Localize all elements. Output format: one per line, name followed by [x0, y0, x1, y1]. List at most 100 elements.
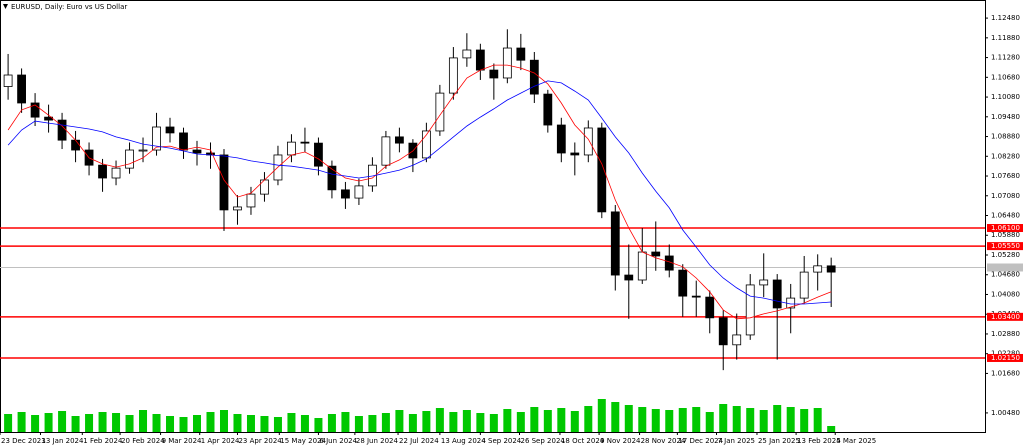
- candle-body: [705, 296, 715, 319]
- volume-bar: [166, 416, 175, 432]
- volume-bar: [476, 413, 485, 432]
- candle-body: [394, 136, 404, 144]
- volume-bar: [44, 413, 53, 432]
- candle-body: [287, 141, 296, 156]
- volume-bar: [746, 408, 755, 432]
- x-tick-label: 9 Nov 2024: [600, 437, 641, 445]
- volume-bar: [395, 410, 404, 432]
- candle-body: [179, 132, 188, 151]
- x-tick-label: 20 Feb 2024: [121, 437, 165, 445]
- candle-body: [30, 102, 40, 118]
- y-tick-label: 1.01680: [991, 369, 1020, 377]
- candle-body: [678, 269, 688, 297]
- y-tick-label: 1.10680: [991, 73, 1020, 81]
- volume-bar: [139, 410, 148, 432]
- volume-bar: [246, 415, 255, 432]
- candle-body: [732, 334, 742, 346]
- volume-bar: [125, 415, 134, 432]
- candle-body: [125, 149, 134, 169]
- candle-body: [448, 57, 458, 94]
- ma-line: [7, 80, 832, 305]
- candle-body: [799, 271, 809, 299]
- level-label: 1.06100: [991, 224, 1020, 232]
- x-tick-label: 23 Dec 2023: [1, 437, 46, 445]
- candle-body: [624, 274, 634, 281]
- volume-bar: [530, 407, 539, 432]
- level-label-box: [987, 242, 1023, 251]
- volume-bar: [193, 415, 201, 432]
- candle-body: [300, 141, 310, 144]
- candle-body: [597, 127, 607, 213]
- x-tick-label: 22 Jul 2024: [399, 437, 439, 445]
- x-tick-label: 15 May 2024: [280, 437, 326, 445]
- volume-bar: [759, 410, 768, 432]
- current-price-box: [987, 263, 1023, 272]
- volume-bar: [584, 406, 593, 432]
- x-tick-label: 18 Oct 2024: [561, 437, 605, 445]
- volume-bar: [31, 415, 40, 432]
- volume-bar: [597, 399, 606, 432]
- volume-bar: [368, 415, 377, 432]
- candle-body: [57, 119, 67, 141]
- candle-body: [421, 130, 431, 159]
- volume-bar: [638, 407, 647, 432]
- candle-body: [111, 167, 121, 179]
- volume-bar: [813, 408, 822, 432]
- candle-body: [165, 126, 175, 134]
- volume-bar: [489, 414, 498, 432]
- candle-body: [826, 265, 836, 273]
- candle-body: [556, 124, 566, 154]
- volume-bar: [827, 426, 836, 432]
- level-label-box: [987, 224, 1023, 233]
- y-tick-label: 1.12480: [991, 14, 1020, 22]
- candle-body: [260, 179, 269, 195]
- candle-body: [813, 265, 823, 273]
- symbol-icon: [3, 4, 8, 9]
- candle-body: [381, 136, 391, 166]
- x-tick-label: 26 Sep 2024: [520, 437, 565, 445]
- candle-body: [610, 211, 620, 276]
- ma-line: [7, 64, 832, 320]
- volume-bar: [85, 414, 94, 432]
- volume-bar: [800, 409, 809, 432]
- volume-bar: [260, 416, 269, 432]
- volume-bar: [314, 418, 323, 432]
- volume-bar: [435, 408, 444, 432]
- candle-body: [152, 126, 161, 151]
- y-tick-label: 1.05880: [991, 231, 1020, 239]
- candle-body: [219, 154, 229, 211]
- y-tick-label: 1.07080: [991, 192, 1020, 200]
- x-tick-label: 17 Dec 2024: [678, 437, 723, 445]
- y-tick-label: 1.02280: [991, 350, 1020, 358]
- y-tick-label: 1.06480: [991, 212, 1020, 220]
- y-tick-label: 1.09480: [991, 113, 1020, 121]
- volume-bar: [152, 414, 161, 432]
- y-tick-label: 1.00480: [991, 409, 1020, 417]
- volume-bar: [327, 414, 336, 432]
- volume-bar: [719, 404, 728, 432]
- candle-body: [745, 284, 755, 336]
- level-label: 1.02150: [991, 354, 1020, 362]
- candle-body: [502, 47, 512, 79]
- level-label-box: [987, 312, 1023, 321]
- x-tick-label: 13 Jan 2024: [41, 437, 84, 445]
- candle-body: [233, 206, 242, 211]
- volume-bar: [705, 412, 714, 432]
- volume-bar: [408, 414, 417, 432]
- volume-bar: [17, 412, 26, 432]
- volume-bar: [732, 406, 741, 432]
- volume-bar: [58, 411, 67, 432]
- x-tick-label: 28 Jun 2024: [356, 437, 399, 445]
- x-tick-label: 4 Sep 2024: [481, 437, 521, 445]
- volume-bar: [611, 402, 620, 432]
- chart-title: EURUSD, Daily: Euro vs US Dollar: [11, 3, 127, 11]
- candle-body: [341, 189, 350, 199]
- candle-body: [543, 93, 553, 126]
- x-tick-label: 4 Mar 2025: [836, 437, 876, 445]
- candle-body: [98, 164, 107, 179]
- x-tick-label: 13 Feb 2025: [797, 437, 841, 445]
- x-tick-label: 9 Mar 2024: [162, 437, 202, 445]
- candle-body: [314, 142, 323, 167]
